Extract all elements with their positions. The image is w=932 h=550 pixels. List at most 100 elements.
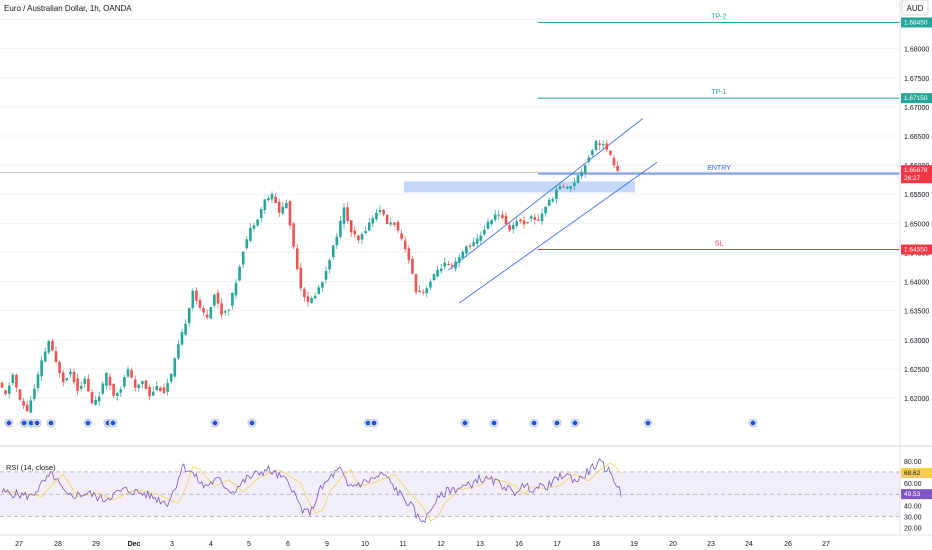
candle-body <box>310 298 313 304</box>
level-price-tag: 1.64550 <box>904 247 928 254</box>
candle-body <box>385 214 389 225</box>
price-tick-label: 1.62000 <box>904 396 929 403</box>
candle-body <box>580 171 583 177</box>
event-flag-icon <box>750 420 756 426</box>
candle-body <box>133 379 137 388</box>
candle-body <box>25 404 29 412</box>
time-tick-label: 13 <box>476 541 484 548</box>
candle-body <box>130 370 133 378</box>
candle-body <box>274 196 277 204</box>
price-tick-label: 1.68000 <box>904 47 929 54</box>
candle-body <box>267 198 270 201</box>
event-flag-icon <box>531 420 537 426</box>
candle-body <box>43 351 47 362</box>
candle-body <box>353 230 357 235</box>
candle-body <box>306 296 310 303</box>
event-flag-icon <box>34 420 40 426</box>
candle-body <box>151 391 155 396</box>
candle-body <box>407 248 411 261</box>
candle-body <box>544 206 547 214</box>
time-tick-label: 23 <box>707 541 715 548</box>
candle-body <box>472 242 475 247</box>
rsi-tick-label: 40.00 <box>904 503 922 510</box>
candle-body <box>313 295 317 299</box>
candle-body <box>18 389 22 400</box>
currency-label[interactable]: AUD <box>907 4 924 13</box>
price-tick-label: 1.62500 <box>904 367 929 374</box>
candle-body <box>112 383 115 396</box>
candle-body <box>447 264 450 266</box>
time-tick-label: 3 <box>170 541 174 548</box>
candle-body <box>241 251 245 265</box>
candle-body <box>609 150 612 155</box>
candle-body <box>522 220 526 225</box>
candle-body <box>299 267 303 289</box>
chart-title: Euro / Australian Dollar, 1h, OANDA <box>4 4 132 13</box>
candle-body <box>454 261 457 269</box>
time-tick-label: 16 <box>515 541 523 548</box>
candle-body <box>155 385 159 391</box>
candle-body <box>375 212 378 220</box>
candle-body <box>565 186 569 189</box>
candle-body <box>414 274 418 293</box>
candle-body <box>511 224 515 230</box>
candle-body <box>328 260 331 270</box>
candle-body <box>184 323 187 335</box>
candle-body <box>58 362 61 374</box>
candle-body <box>234 282 238 296</box>
candle-body <box>403 240 407 250</box>
rsi-tick-label: 80.00 <box>904 459 922 466</box>
price-gridlines <box>0 19 900 399</box>
candle-body <box>72 371 76 383</box>
candle-body <box>562 186 565 188</box>
candle-body <box>223 311 227 313</box>
rsi-tick-label: 20.00 <box>904 525 922 532</box>
price-tick-label: 1.63000 <box>904 338 929 345</box>
candle-body <box>148 387 151 397</box>
candle-body <box>429 281 432 288</box>
candle-body <box>177 344 180 359</box>
candle-body <box>141 381 144 385</box>
candle-body <box>439 268 443 272</box>
time-tick-label: 20 <box>669 541 677 548</box>
event-flag-icon <box>371 420 377 426</box>
candle-body <box>342 207 346 224</box>
candle-body <box>198 300 202 308</box>
time-tick-label: 12 <box>437 541 445 548</box>
candle-body <box>493 214 497 220</box>
candle-body <box>537 219 540 221</box>
candle-body <box>7 385 11 394</box>
level-label: SL <box>715 241 724 248</box>
candle-body <box>475 238 479 244</box>
candle-body <box>501 214 504 219</box>
price-tick-label: 1.67500 <box>904 76 929 83</box>
rsi-ma-tag: 68.62 <box>904 470 921 477</box>
candle-body <box>411 258 414 274</box>
candle-body <box>346 207 349 222</box>
level-price-tag-bg <box>901 17 932 28</box>
candle-body <box>97 396 101 402</box>
candle-body <box>54 351 58 363</box>
currency-button[interactable] <box>901 0 929 16</box>
channel-lower <box>458 161 658 304</box>
candle-body <box>115 392 119 396</box>
candle-body <box>249 228 252 241</box>
event-flag-icon <box>249 420 255 426</box>
candle-body <box>238 266 241 281</box>
time-tick-label: 18 <box>592 541 600 548</box>
candle-body <box>468 245 472 247</box>
candle-body <box>547 199 551 206</box>
candle-body <box>0 382 4 388</box>
level-label: TP-2 <box>711 13 726 20</box>
candle-body <box>555 189 558 199</box>
candle-body <box>515 221 519 226</box>
candle-body <box>349 220 353 233</box>
candle-body <box>105 372 108 386</box>
channel-upper <box>448 118 644 271</box>
candle-body <box>259 209 263 219</box>
candle-body <box>245 239 249 249</box>
candle-body <box>421 291 425 293</box>
candle-body <box>126 369 130 377</box>
event-flag-icon <box>212 420 218 426</box>
